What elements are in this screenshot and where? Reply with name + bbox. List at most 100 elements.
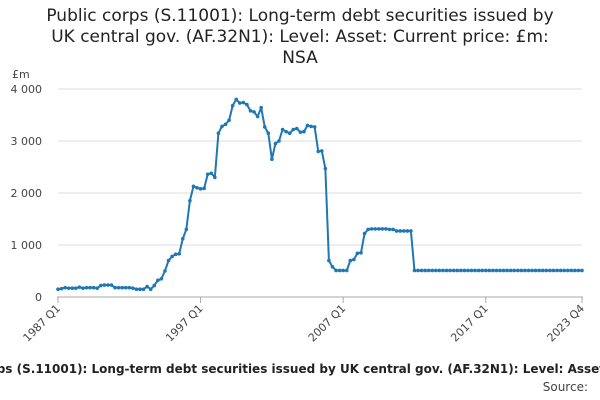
data-point	[419, 268, 424, 273]
data-point	[138, 287, 142, 292]
data-point	[505, 268, 509, 273]
data-point	[494, 268, 499, 273]
y-axis-label: £m	[12, 68, 30, 81]
data-point	[352, 257, 356, 262]
data-point	[241, 100, 246, 105]
y-tick-label: 2 000	[11, 187, 43, 200]
x-axis-ticks: 1987 Q1 1997 Q1 2007 Q1 2017 Q1 2023 Q4	[21, 297, 588, 345]
data-point	[548, 268, 552, 273]
source-label: Source:	[542, 380, 588, 394]
y-tick-label: 3 000	[11, 135, 43, 148]
data-point	[255, 114, 260, 119]
x-tick-label: 2023 Q4	[545, 302, 588, 345]
data-point	[334, 268, 338, 273]
data-point	[237, 101, 242, 105]
data-point	[213, 175, 217, 180]
data-point	[223, 122, 228, 127]
data-point	[195, 186, 199, 190]
data-point	[516, 268, 520, 273]
data-point	[533, 268, 538, 273]
data-point	[562, 268, 566, 273]
gridlines	[58, 88, 582, 246]
data-point	[455, 268, 460, 273]
data-point	[63, 285, 67, 290]
series-line	[57, 98, 582, 291]
data-point	[159, 277, 164, 281]
data-point	[512, 268, 517, 273]
data-point	[98, 283, 103, 288]
data-point	[184, 227, 189, 232]
data-point	[473, 268, 477, 273]
data-point	[91, 285, 96, 290]
data-point	[409, 229, 413, 233]
data-point	[298, 130, 303, 134]
data-point	[152, 283, 157, 288]
y-tick-label: 0	[35, 291, 42, 304]
data-point	[391, 227, 395, 232]
data-point	[145, 284, 149, 289]
data-point	[113, 285, 117, 290]
data-point	[74, 286, 78, 290]
data-point	[205, 172, 210, 177]
data-point	[434, 268, 438, 273]
data-point	[248, 109, 253, 113]
data-point	[405, 229, 410, 233]
data-point	[359, 251, 363, 255]
data-point	[530, 268, 534, 273]
data-point	[412, 268, 417, 273]
data-point	[508, 268, 513, 273]
data-point	[377, 227, 381, 231]
data-point	[262, 125, 267, 129]
data-point	[170, 254, 174, 259]
data-point	[220, 124, 224, 129]
data-point	[451, 268, 456, 273]
data-point	[551, 268, 556, 273]
data-point	[56, 287, 60, 292]
data-point	[284, 129, 288, 134]
chart-title-line-3: NSA	[282, 48, 318, 68]
data-point	[166, 258, 171, 263]
data-point	[77, 285, 82, 289]
data-point	[216, 131, 221, 135]
data-point	[469, 268, 474, 273]
data-points	[56, 97, 584, 292]
data-point	[573, 268, 577, 273]
data-point	[319, 149, 324, 153]
data-point	[366, 227, 370, 232]
data-point	[252, 110, 256, 114]
data-point	[355, 251, 360, 256]
data-point	[295, 126, 299, 131]
x-tick-label: 1987 Q1	[21, 302, 64, 345]
data-point	[423, 268, 427, 273]
data-point	[537, 268, 542, 273]
data-point	[316, 149, 321, 154]
data-point	[134, 287, 139, 292]
chart-title-line-1: Public corps (S.11001): Long-term debt s…	[46, 6, 554, 26]
data-point	[341, 268, 345, 273]
data-point	[127, 285, 132, 290]
data-point	[483, 268, 488, 273]
data-point	[227, 118, 231, 122]
data-point	[337, 268, 342, 273]
data-point	[109, 283, 114, 287]
data-point	[106, 283, 110, 287]
data-point	[569, 268, 574, 273]
data-point	[387, 227, 392, 232]
data-point	[384, 227, 388, 231]
chart-title-line-2: UK central gov. (AF.32N1): Level: Asset:…	[51, 27, 549, 47]
data-point	[523, 268, 527, 273]
data-point	[131, 286, 135, 290]
data-point	[202, 186, 206, 191]
data-point	[141, 287, 146, 292]
data-point	[544, 268, 549, 273]
data-point	[291, 127, 296, 132]
data-point	[501, 268, 506, 273]
data-point	[459, 268, 463, 273]
data-point	[476, 268, 481, 273]
x-tick-label: 2007 Q1	[306, 302, 349, 345]
data-point	[323, 166, 328, 171]
data-point	[309, 124, 313, 129]
data-point	[576, 268, 581, 273]
data-point	[540, 268, 545, 273]
